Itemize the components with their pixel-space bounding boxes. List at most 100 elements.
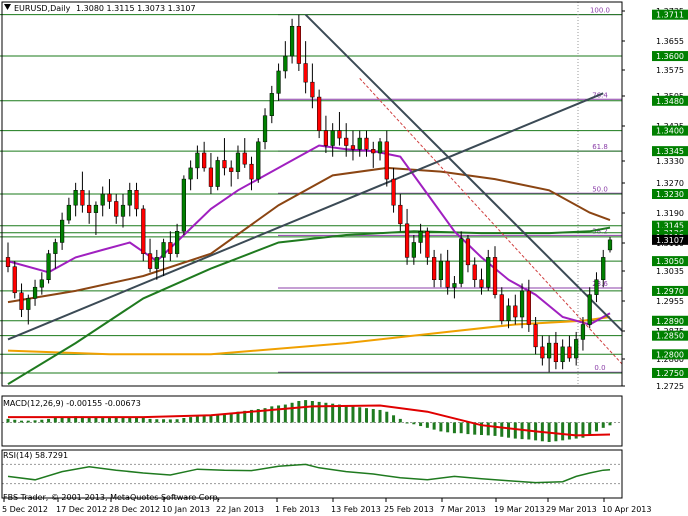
price-label-box xyxy=(652,220,688,231)
main-panel-frame xyxy=(1,1,623,387)
macd-histogram-bar xyxy=(439,422,443,432)
time-tick-label: 19 Mar 2013 xyxy=(494,505,545,514)
price-label-box xyxy=(652,315,688,326)
price-tick-label: 1.3330 xyxy=(656,157,684,166)
price-label-box xyxy=(652,349,688,360)
candle-body xyxy=(39,279,44,288)
price-label-box xyxy=(652,330,688,341)
candle-body xyxy=(66,204,71,221)
macd-histogram-bar xyxy=(378,409,382,423)
macd-histogram-bar xyxy=(87,417,91,423)
candle-body xyxy=(222,160,227,169)
candle-body xyxy=(249,163,254,180)
macd-histogram-bar xyxy=(263,408,267,423)
candle-body xyxy=(134,190,139,210)
candle-body xyxy=(465,238,471,266)
macd-histogram-bar xyxy=(466,422,470,435)
candle-body xyxy=(87,204,92,213)
time-tick-label: 13 Feb 2013 xyxy=(331,505,381,514)
moving-average-brown xyxy=(7,166,611,304)
price-label-box xyxy=(652,367,688,378)
candle-body xyxy=(19,292,24,310)
price-label-text: 1.2890 xyxy=(656,317,684,326)
macd-histogram-bar xyxy=(594,422,598,432)
dropdown-triangle-icon[interactable] xyxy=(4,4,11,10)
macd-label: MACD(12,26,9) -0.00155 -0.00673 xyxy=(3,399,141,408)
ohlc-label: 1.3080 1.3115 1.3073 1.3107 xyxy=(76,4,196,13)
macd-histogram-bar xyxy=(229,412,233,423)
macd-histogram-bar xyxy=(486,422,490,436)
candle-body xyxy=(499,294,504,322)
macd-histogram-bar xyxy=(47,418,51,423)
fib-level-label: 38.2 xyxy=(592,227,608,235)
candle-body xyxy=(215,160,220,187)
candle-body xyxy=(425,231,430,258)
candle-body xyxy=(147,253,153,269)
price-label-box xyxy=(652,285,688,296)
price-label-text: 1.3050 xyxy=(656,257,684,266)
macd-histogram-bar xyxy=(371,409,375,423)
candle-body xyxy=(492,257,498,295)
macd-histogram-bar xyxy=(358,407,362,423)
candle-body xyxy=(262,115,268,143)
price-label-text: 1.3345 xyxy=(656,147,684,156)
candle-body xyxy=(289,25,295,57)
macd-histogram-bar xyxy=(452,422,456,434)
macd-histogram-bar xyxy=(574,422,578,439)
candlesticks xyxy=(5,14,613,373)
price-label-text: 1.2850 xyxy=(656,332,684,341)
candle-body xyxy=(60,219,65,243)
fib-level-label: 23.6 xyxy=(592,280,608,288)
moving-average-purple xyxy=(7,144,611,326)
time-tick-label: 25 Feb 2013 xyxy=(384,505,434,514)
macd-histogram-bar xyxy=(60,417,64,423)
candle-body xyxy=(574,339,579,359)
macd-histogram-bar xyxy=(392,415,396,423)
candle-body xyxy=(580,324,586,340)
macd-histogram-bar xyxy=(412,422,416,425)
macd-histogram-bar xyxy=(40,419,44,423)
candle-body xyxy=(438,260,444,280)
candle-body xyxy=(398,204,403,225)
candle-body xyxy=(303,63,308,83)
candle-body xyxy=(296,25,301,64)
time-tick-label: 29 Mar 2013 xyxy=(546,505,597,514)
macd-histogram-bar xyxy=(26,420,30,423)
macd-signal-line xyxy=(8,404,611,437)
macd-histogram-bar xyxy=(250,409,254,423)
macd-histogram-bar xyxy=(554,422,558,442)
time-tick-label: 5 Dec 2012 xyxy=(2,505,48,514)
macd-histogram-bar xyxy=(13,419,17,423)
price-tick-label: 1.3270 xyxy=(656,179,684,188)
candle-body xyxy=(161,242,166,258)
price-label-text: 1.3711 xyxy=(656,11,684,20)
rsi-label: RSI(14) 58.7291 xyxy=(3,451,68,460)
macd-panel-frame xyxy=(1,395,623,447)
macd-histogram-bar xyxy=(182,417,186,423)
macd-histogram-bar xyxy=(581,422,585,438)
candle-body xyxy=(486,257,491,288)
macd-histogram-bar xyxy=(432,422,436,430)
candle-body xyxy=(357,137,362,150)
macd-histogram-bar xyxy=(121,417,125,423)
price-label-box xyxy=(652,189,688,199)
macd-histogram-bar xyxy=(107,416,111,423)
macd-histogram-bar xyxy=(385,411,389,423)
price-tick-label: 1.3575 xyxy=(656,66,684,75)
macd-histogram-bar xyxy=(270,406,274,423)
macd-histogram-bar xyxy=(155,419,159,423)
trend-line-falling xyxy=(304,13,645,354)
macd-histogram-bar xyxy=(304,400,308,423)
candle-body xyxy=(506,305,511,322)
candle-body xyxy=(533,324,538,348)
macd-histogram-bar xyxy=(344,405,348,423)
candle-body xyxy=(601,257,606,280)
macd-histogram-bar xyxy=(479,422,483,435)
candle-body xyxy=(452,283,457,288)
price-label-box xyxy=(652,146,688,157)
price-axis: 1.37351.36551.35751.35051.34251.33301.32… xyxy=(622,0,688,516)
candle-body xyxy=(53,242,58,254)
